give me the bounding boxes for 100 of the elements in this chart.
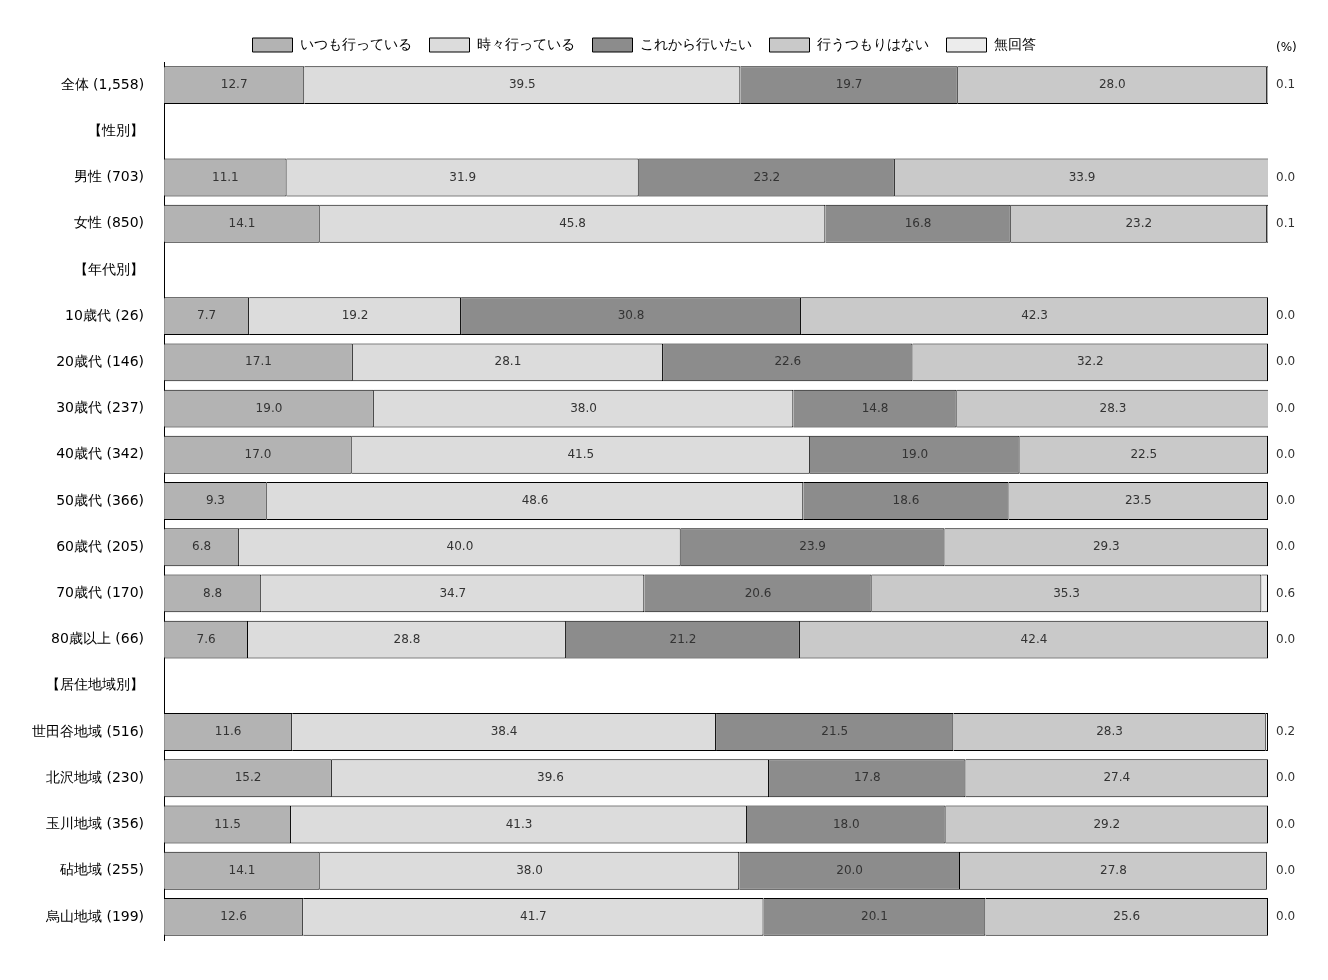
data-label: 12.7 [220, 77, 248, 92]
data-label: 23.5 [1124, 493, 1152, 508]
data-label: 15.2 [234, 770, 262, 785]
y-tick-label: 70歳代 (170) [56, 584, 145, 601]
y-tick-label: 女性 (850) [73, 214, 145, 231]
data-label: 28.3 [1096, 724, 1123, 739]
data-label: 19.2 [341, 308, 369, 323]
legend-label: 時々行っている [476, 35, 575, 52]
data-label: 38.4 [490, 724, 518, 739]
data-label: 21.5 [821, 724, 849, 739]
data-label: 11.1 [212, 169, 239, 184]
data-label: 41.5 [567, 446, 595, 461]
data-label: 20.1 [861, 909, 888, 924]
data-label: 31.9 [449, 169, 477, 184]
data-label: 28.0 [1098, 77, 1126, 92]
data-label: 30.8 [617, 308, 645, 323]
data-label: 0.0 [1276, 816, 1296, 831]
legend-label: 行うつもりはない [816, 35, 929, 52]
data-label: 6.8 [192, 539, 212, 554]
y-tick-label: 【居住地域別】 [46, 676, 145, 693]
y-tick-label: 40歳代 (342) [56, 445, 145, 462]
data-label: 27.8 [1100, 862, 1127, 877]
data-label: 0.0 [1276, 400, 1296, 415]
data-label: 22.5 [1130, 446, 1158, 461]
y-tick-label: 世田谷地域 (516) [31, 722, 145, 739]
data-label: 7.6 [196, 631, 216, 646]
data-label: 41.3 [505, 816, 533, 831]
data-label: 23.2 [1125, 215, 1153, 230]
data-label: 0.0 [1276, 862, 1296, 877]
data-label: 8.8 [203, 585, 223, 600]
data-label: 0.0 [1276, 493, 1296, 508]
y-tick-label: 10歳代 (26) [65, 306, 145, 323]
data-label: 23.9 [799, 539, 826, 554]
y-tick-label: 北沢地域 (230) [45, 768, 145, 785]
legend-label: これから行いたい [639, 35, 752, 52]
y-tick-label: 男性 (703) [73, 168, 145, 185]
data-label: 28.1 [494, 354, 522, 369]
data-label: 33.9 [1068, 169, 1096, 184]
data-label: 0.0 [1276, 539, 1296, 554]
y-tick-label: 80歳以上 (66) [51, 630, 145, 647]
y-tick-label: 烏山地域 (199) [44, 907, 145, 924]
data-label: 45.8 [559, 215, 586, 230]
data-label: 19.0 [255, 400, 283, 415]
data-label: 0.0 [1276, 354, 1296, 369]
data-label: 28.8 [393, 631, 421, 646]
y-tick-label: 20歳代 (146) [56, 353, 145, 370]
data-label: 20.0 [836, 862, 863, 877]
data-label: 48.6 [521, 493, 549, 508]
data-label: 38.0 [516, 862, 543, 877]
y-tick-label: 30歳代 (237) [56, 399, 145, 416]
data-label: 29.2 [1093, 816, 1121, 831]
data-label: 22.6 [774, 354, 802, 369]
y-tick-label: 玉川地域 (356) [45, 815, 145, 832]
data-label: 18.0 [832, 816, 860, 831]
data-label: 9.3 [205, 493, 225, 508]
data-label: 41.7 [519, 909, 547, 924]
data-label: 0.0 [1276, 169, 1296, 184]
data-label: 21.2 [669, 631, 697, 646]
data-label: 0.1 [1276, 215, 1296, 230]
data-label: 39.5 [508, 77, 536, 92]
data-label: 19.0 [901, 446, 929, 461]
legend-label: いつも行っている [299, 35, 412, 52]
data-label: 0.0 [1276, 770, 1296, 785]
y-tick-label: 50歳代 (366) [56, 491, 145, 508]
data-label: 19.7 [835, 77, 863, 92]
data-label: 27.4 [1103, 770, 1131, 785]
data-label: 17.0 [244, 446, 272, 461]
y-tick-label: 全体 (1,558) [60, 75, 145, 92]
data-label: 38.0 [570, 400, 597, 415]
data-label: 16.8 [904, 215, 932, 230]
data-label: 18.6 [892, 493, 920, 508]
legend-label: 無回答 [993, 35, 1036, 52]
data-label: 0.0 [1276, 909, 1296, 924]
data-label: 11.6 [214, 724, 242, 739]
y-tick-label: 60歳代 (205) [56, 537, 145, 554]
data-label: 35.3 [1053, 585, 1080, 600]
data-label: 14.1 [228, 862, 256, 877]
data-label: 40.0 [446, 539, 474, 554]
data-label: 34.7 [439, 585, 467, 600]
data-label: 17.8 [853, 770, 881, 785]
data-label: 32.2 [1076, 354, 1104, 369]
data-label: 0.1 [1276, 77, 1296, 92]
data-label: 12.6 [220, 909, 247, 924]
data-label: 29.3 [1092, 539, 1120, 554]
y-tick-label: 【性別】 [88, 121, 145, 138]
data-label: 11.5 [214, 816, 241, 831]
data-label: 0.6 [1276, 585, 1296, 600]
y-tick-label: 砧地域 (255) [58, 861, 145, 878]
data-label: 14.1 [228, 215, 256, 230]
text: (%) [1276, 40, 1297, 55]
data-label: 0.2 [1276, 724, 1296, 739]
data-label: 25.6 [1113, 909, 1141, 924]
data-label: 17.1 [245, 354, 272, 369]
data-label: 42.4 [1020, 631, 1048, 646]
data-label: 20.6 [744, 585, 772, 600]
data-label: 14.8 [861, 400, 889, 415]
y-tick-label: 【年代別】 [74, 260, 145, 277]
data-label: 0.0 [1276, 446, 1296, 461]
data-label: 42.3 [1021, 308, 1048, 323]
data-label: 0.0 [1276, 308, 1296, 323]
